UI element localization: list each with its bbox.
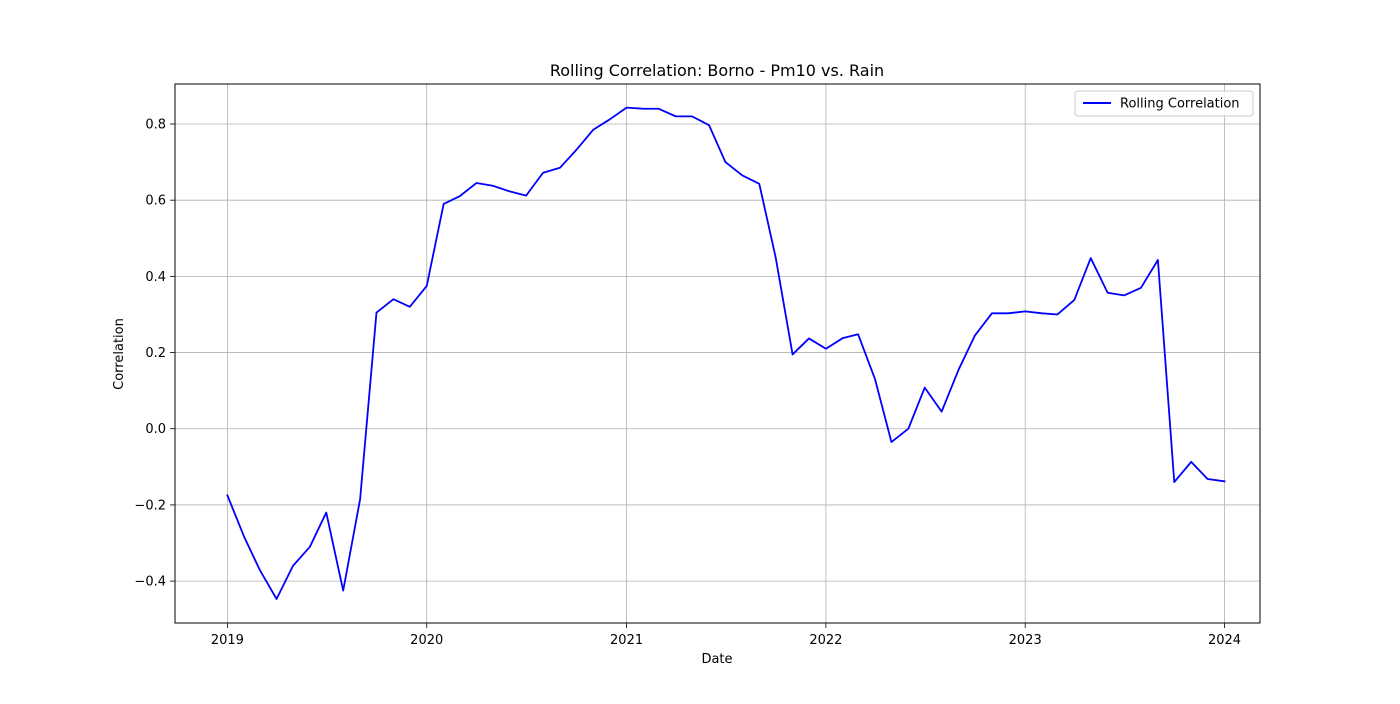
y-tick-label: −0.2: [134, 498, 166, 513]
chart-title: Rolling Correlation: Borno - Pm10 vs. Ra…: [550, 61, 884, 80]
x-tick-label: 2020: [410, 633, 443, 648]
y-tick-label: 0.6: [145, 194, 166, 209]
y-tick-label: 0.2: [145, 346, 166, 361]
y-tick-label: −0.4: [134, 575, 166, 590]
x-tick-label: 2022: [809, 633, 842, 648]
x-tick-label: 2023: [1009, 633, 1042, 648]
legend: Rolling Correlation: [1075, 91, 1253, 116]
x-axis-label: Date: [701, 652, 732, 667]
x-tick-label: 2019: [211, 633, 244, 648]
y-axis-label: Correlation: [112, 318, 127, 390]
x-tick-label: 2021: [610, 633, 643, 648]
legend-label: Rolling Correlation: [1120, 97, 1240, 112]
y-tick-label: 0.0: [145, 422, 166, 437]
y-tick-label: 0.8: [145, 117, 166, 132]
y-tick-label: 0.4: [145, 270, 166, 285]
x-tick-label: 2024: [1208, 633, 1241, 648]
